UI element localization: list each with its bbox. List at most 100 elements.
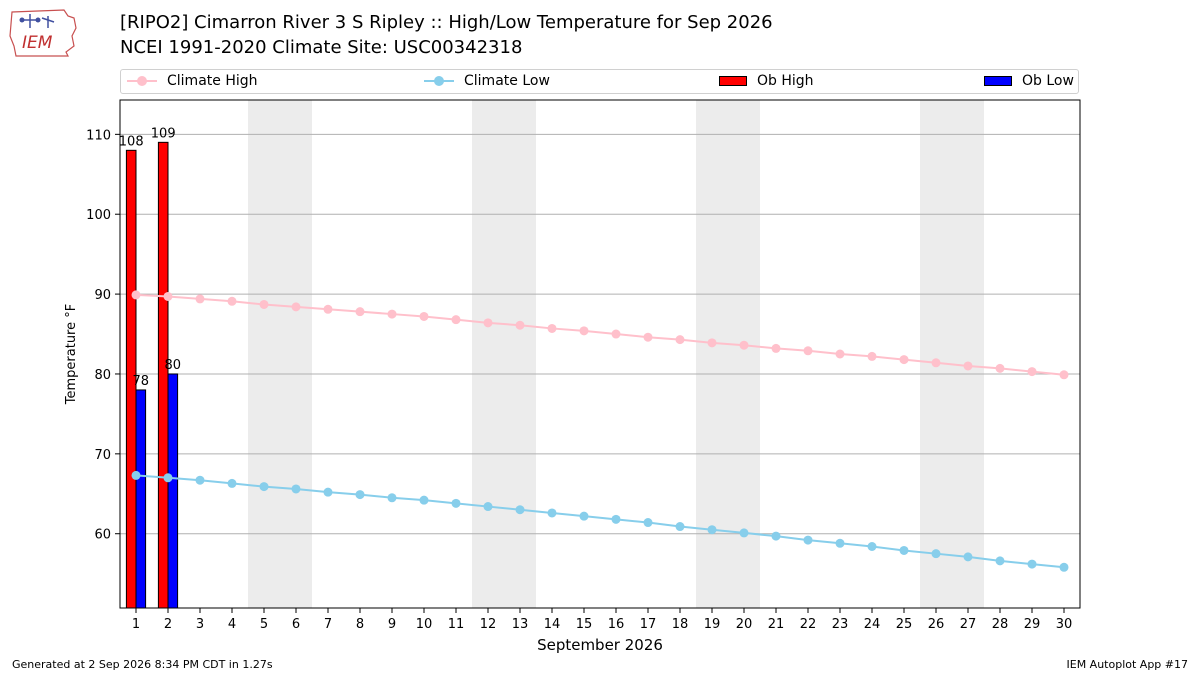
- climate-low-point: [355, 490, 365, 500]
- chart-title: [RIPO2] Cimarron River 3 S Ripley :: Hig…: [120, 12, 773, 33]
- climate-high-point: [995, 363, 1005, 373]
- ob-low-bar: [135, 389, 147, 609]
- climate-lines: [131, 290, 1069, 572]
- climate-high-point: [387, 309, 397, 319]
- climate-low-point: [899, 545, 909, 555]
- x-tick-label: 16: [608, 617, 625, 632]
- climate-low-swatch: [424, 74, 454, 88]
- climate-low-point: [611, 514, 621, 524]
- legend-item-climate-low: Climate Low: [424, 73, 550, 89]
- climate-high-point: [931, 358, 941, 368]
- climate-low-point: [675, 522, 685, 532]
- x-tick-label: 4: [228, 617, 236, 632]
- climate-low-point: [323, 487, 333, 497]
- x-tick-label: 12: [480, 617, 497, 632]
- climate-high-line: [135, 293, 1065, 376]
- climate-low-point: [547, 508, 557, 518]
- x-axis-label: September 2026: [537, 636, 663, 654]
- climate-low-point: [131, 470, 141, 480]
- x-tick-label: 30: [1056, 617, 1073, 632]
- climate-high-point: [451, 315, 461, 325]
- x-tick-label: 24: [864, 617, 881, 632]
- climate-high-point: [547, 323, 557, 333]
- x-tick-label: 3: [196, 617, 204, 632]
- gridlines: [120, 133, 1080, 535]
- x-tick-label: 27: [960, 617, 977, 632]
- bar-labels: 108 109 78 80: [119, 126, 181, 389]
- climate-high-point: [963, 361, 973, 371]
- climate-low-point: [867, 541, 877, 551]
- weekend-band: [248, 100, 312, 608]
- weekend-band: [920, 100, 984, 608]
- climate-low-point: [1059, 562, 1069, 572]
- climate-high-point: [899, 355, 909, 365]
- climate-high-point: [355, 307, 365, 317]
- x-tick-label: 1: [132, 617, 140, 632]
- x-tick-label: 22: [800, 617, 817, 632]
- x-tick-label: 21: [768, 617, 785, 632]
- climate-high-point: [611, 329, 621, 339]
- climate-low-point: [739, 528, 749, 538]
- climate-high-point: [867, 351, 877, 361]
- climate-low-point: [227, 478, 237, 488]
- x-tick-label: 20: [736, 617, 753, 632]
- legend-item-ob-high: Ob High: [719, 73, 814, 89]
- legend-item-ob-low: Ob Low: [984, 73, 1074, 89]
- x-tick-label: 7: [324, 617, 332, 632]
- climate-high-point: [643, 332, 653, 342]
- weekend-shading: [248, 100, 984, 608]
- climate-high-point: [739, 340, 749, 350]
- legend: Climate High Climate Low Ob High Ob Low: [120, 69, 1079, 94]
- climate-high-point: [419, 311, 429, 321]
- climate-high-point: [707, 338, 717, 348]
- x-tick-label: 6: [292, 617, 300, 632]
- x-tick-label: 23: [832, 617, 849, 632]
- x-tick-label: 15: [576, 617, 593, 632]
- ob-low-bar: [167, 373, 179, 609]
- climate-high-point: [675, 335, 685, 345]
- y-tick-label: 110: [86, 128, 111, 143]
- x-tick-label: 28: [992, 617, 1009, 632]
- climate-low-point: [931, 549, 941, 559]
- x-tick-label: 26: [928, 617, 945, 632]
- x-tick-label: 19: [704, 617, 721, 632]
- climate-high-point: [291, 302, 301, 312]
- climate-high-point: [515, 320, 525, 330]
- climate-high-swatch: [127, 74, 157, 88]
- climate-low-point: [387, 493, 397, 503]
- legend-label-climate-low: Climate Low: [464, 73, 550, 89]
- app-credit: IEM Autoplot App #17: [1066, 658, 1189, 671]
- climate-low-point: [579, 511, 589, 521]
- iem-logo: IEM: [9, 9, 77, 57]
- x-tick-label: 13: [512, 617, 529, 632]
- climate-low-point: [803, 535, 813, 545]
- x-tick-label: 29: [1024, 617, 1041, 632]
- y-tick-label: 70: [94, 448, 111, 463]
- y-axis-label: Temperature °F: [64, 304, 79, 405]
- x-tick-label: 11: [448, 617, 465, 632]
- climate-low-point: [163, 473, 173, 483]
- climate-high-point: [1027, 367, 1037, 377]
- climate-high-point: [195, 294, 205, 304]
- climate-low-line: [135, 474, 1065, 569]
- climate-high-point: [323, 304, 333, 314]
- ob-high-bar: [157, 141, 169, 609]
- plot-frame: [119, 99, 1081, 609]
- ob-high-label: 109: [151, 126, 176, 141]
- x-tick-label: 2: [164, 617, 172, 632]
- climate-high-point: [131, 290, 141, 300]
- weekend-band: [696, 100, 760, 608]
- climate-low-point: [451, 498, 461, 508]
- climate-low-point: [419, 495, 429, 505]
- y-tick-label: 80: [94, 368, 111, 383]
- climate-low-point: [259, 482, 269, 492]
- y-tick-label: 100: [86, 208, 111, 223]
- ob-high-label: 108: [119, 134, 144, 149]
- logo-text: IEM: [22, 33, 53, 53]
- climate-high-point: [483, 318, 493, 328]
- climate-low-point: [643, 518, 653, 528]
- climate-high-point: [163, 291, 173, 301]
- climate-low-point: [195, 475, 205, 485]
- climate-low-point: [1027, 559, 1037, 569]
